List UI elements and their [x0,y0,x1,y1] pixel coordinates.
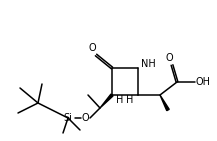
Text: H: H [126,95,134,105]
Text: O: O [81,113,89,123]
Text: H: H [116,95,124,105]
Text: O: O [165,53,173,63]
Polygon shape [160,95,169,111]
Text: OH: OH [196,77,210,87]
Text: Si: Si [64,113,72,123]
Polygon shape [100,94,113,108]
Text: O: O [88,43,96,53]
Text: NH: NH [141,59,155,69]
